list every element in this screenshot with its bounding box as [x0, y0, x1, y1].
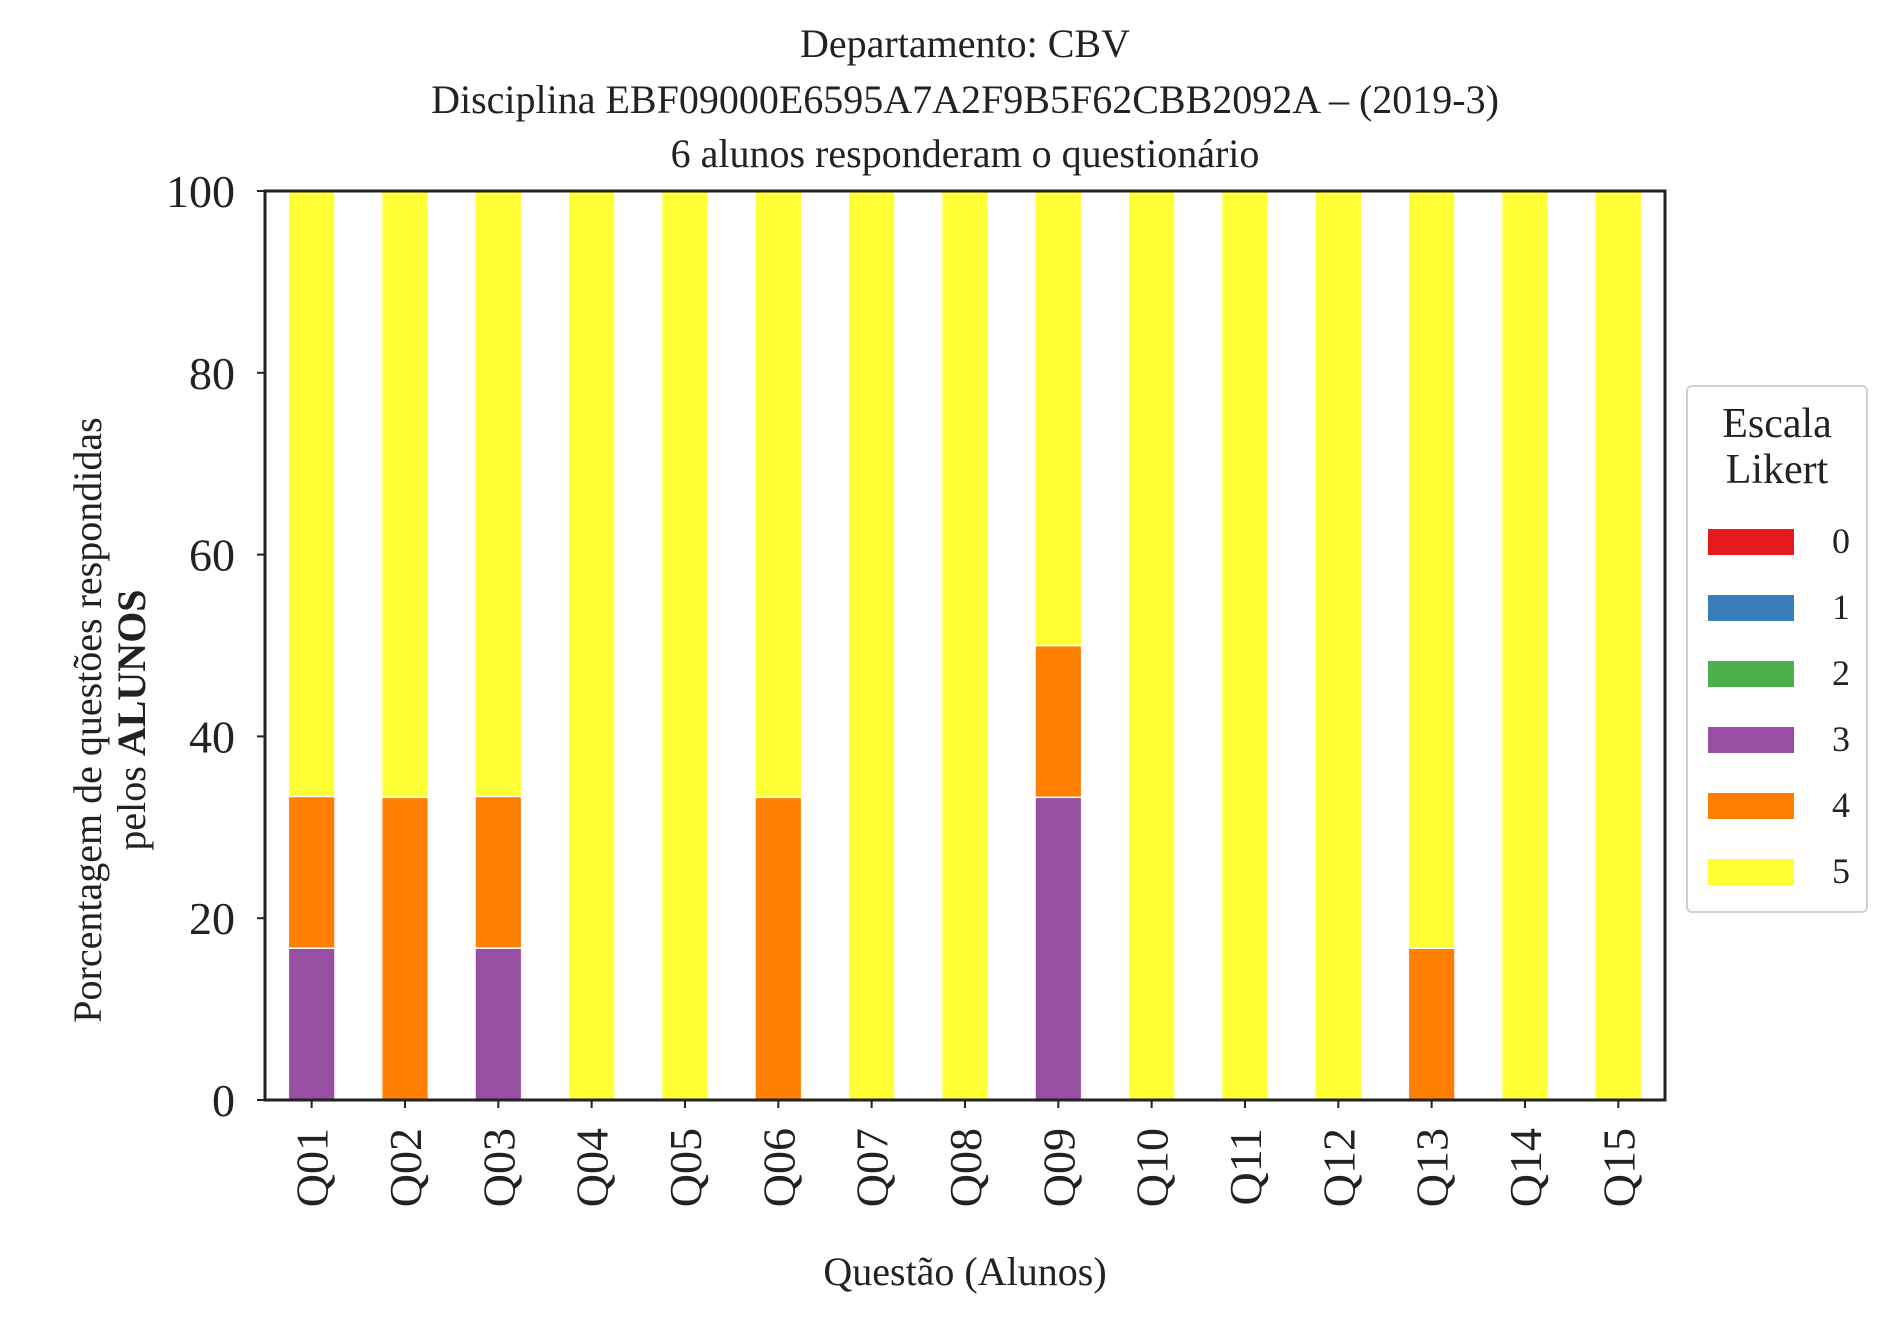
- chart-title-line-1: Departamento: CBV: [800, 21, 1130, 66]
- legend-item-3: 3: [1708, 717, 1858, 759]
- x-tick-label-Q11: Q11: [1220, 1128, 1271, 1206]
- legend-swatch-2: [1708, 661, 1794, 687]
- legend-label-5: 5: [1832, 851, 1850, 891]
- legend-label-3: 3: [1832, 719, 1850, 759]
- bar-Q08-scale-5: [940, 190, 990, 1101]
- y-tick-label-100: 100: [166, 166, 235, 217]
- legend-swatch-3: [1708, 727, 1794, 753]
- bar-Q06-scale-5: [754, 190, 803, 799]
- legend-swatch-5: [1708, 859, 1794, 885]
- bar-Q13-scale-5: [1407, 190, 1456, 949]
- y-tick-label-0: 0: [212, 1075, 235, 1126]
- x-tick-label-Q10: Q10: [1127, 1128, 1178, 1207]
- legend-label-1: 1: [1832, 587, 1850, 627]
- x-tick-label-Q14: Q14: [1500, 1128, 1551, 1207]
- y-tick-label-20: 20: [189, 893, 235, 944]
- legend-label-2: 2: [1832, 653, 1850, 693]
- legend-label-4: 4: [1832, 785, 1850, 825]
- bar-Q06-scale-4: [754, 796, 803, 1101]
- bar-Q14-scale-5: [1500, 190, 1550, 1101]
- bar-Q09-scale-5: [1034, 190, 1083, 647]
- bar-Q13-scale-4: [1407, 947, 1456, 1101]
- x-tick-label-Q04: Q04: [567, 1128, 618, 1207]
- bar-Q02-scale-5: [380, 190, 430, 799]
- legend-label-0: 0: [1832, 521, 1850, 561]
- y-tick-label-40: 40: [189, 711, 235, 762]
- y-tick-label-80: 80: [189, 348, 235, 399]
- legend-item-2: 2: [1708, 651, 1858, 693]
- chart-title-line-3: 6 alunos responderam o questionário: [670, 131, 1260, 176]
- x-tick-label-Q05: Q05: [660, 1128, 711, 1207]
- bar-Q04-scale-5: [567, 190, 616, 1101]
- legend-title-line-1: Escala: [1722, 401, 1832, 447]
- y-tick-label-60: 60: [189, 530, 235, 581]
- x-tick-label-Q09: Q09: [1033, 1128, 1084, 1207]
- x-tick-label-Q06: Q06: [753, 1128, 804, 1207]
- legend-item-1: 1: [1708, 585, 1858, 627]
- bar-Q15-scale-5: [1594, 190, 1643, 1101]
- x-tick-label-Q08: Q08: [940, 1128, 991, 1207]
- legend-item-0: 0: [1708, 519, 1858, 561]
- bar-Q05-scale-5: [660, 190, 710, 1101]
- x-tick-label-Q01: Q01: [287, 1128, 338, 1207]
- bar-Q10-scale-5: [1127, 190, 1176, 1101]
- x-tick-label-Q15: Q15: [1593, 1128, 1644, 1207]
- bar-Q02-scale-4: [380, 796, 430, 1101]
- legend-swatch-1: [1708, 595, 1794, 621]
- legend-swatch-4: [1708, 793, 1794, 819]
- legend: Escala Likert 0 1 2 3 4 5: [1686, 385, 1868, 913]
- bar-Q12-scale-5: [1314, 190, 1363, 1101]
- bar-Q03-scale-5: [474, 190, 523, 798]
- bar-Q09-scale-3: [1034, 796, 1083, 1101]
- bar-Q01-scale-4: [287, 795, 336, 949]
- x-axis-label: Questão (Alunos): [823, 1249, 1107, 1294]
- legend-item-5: 5: [1708, 849, 1858, 891]
- bar-Q09-scale-4: [1034, 644, 1083, 799]
- x-tick-label-Q13: Q13: [1407, 1128, 1458, 1207]
- x-tick-label-Q12: Q12: [1313, 1128, 1364, 1207]
- bar-Q11-scale-5: [1220, 190, 1270, 1101]
- legend-title-line-2: Likert: [1725, 447, 1829, 493]
- x-tick-label-Q07: Q07: [847, 1128, 898, 1207]
- bar-Q01-scale-3: [287, 947, 336, 1101]
- bar-Q03-scale-4: [474, 795, 523, 949]
- x-tick-label-Q02: Q02: [380, 1128, 431, 1207]
- legend-swatch-0: [1708, 529, 1794, 555]
- bar-Q03-scale-3: [474, 947, 523, 1101]
- x-tick-label-Q03: Q03: [473, 1128, 524, 1207]
- bar-Q01-scale-5: [287, 190, 336, 798]
- legend-item-4: 4: [1708, 783, 1858, 825]
- chart-title-line-2: Disciplina EBF09000E6595A7A2F9B5F62CBB20…: [431, 77, 1499, 122]
- bar-Q07-scale-5: [847, 190, 896, 1101]
